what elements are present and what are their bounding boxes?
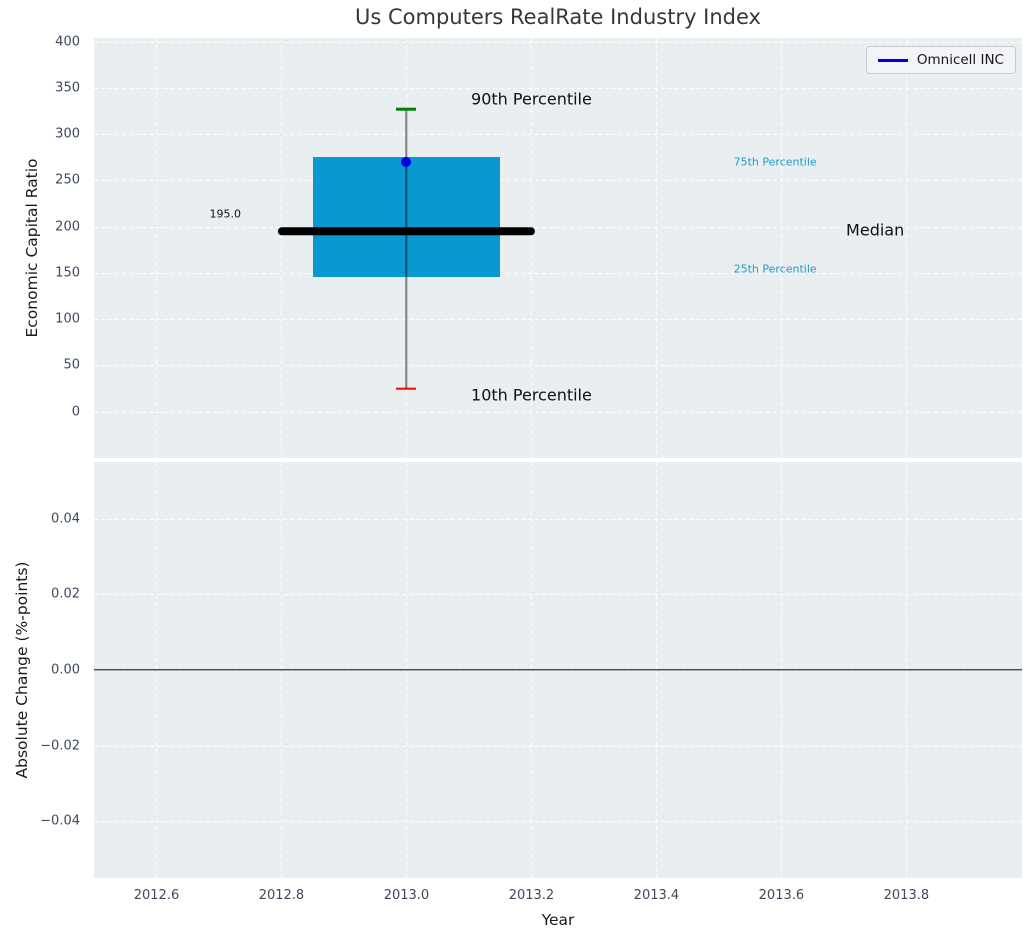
x-tick-label: 2012.6: [133, 888, 180, 903]
iqr-box: [312, 157, 501, 277]
y-gridline: [94, 821, 1022, 823]
legend-label: Omnicell INC: [916, 52, 1004, 68]
zero-line: [94, 669, 1022, 671]
y-tick-label: 400: [55, 34, 80, 50]
p10-cap: [396, 387, 417, 390]
x-tick-label: 2013.6: [758, 888, 805, 903]
y-tick-label: 250: [55, 172, 80, 188]
y-tick-label: 0: [71, 404, 80, 420]
y-axis-label-bottom: Absolute Change (%-points): [13, 561, 31, 779]
x-tick-label: 2013.4: [633, 888, 680, 903]
top-plot-area: Omnicell INC 90th Percentile 10th Percent…: [94, 38, 1022, 458]
x-gridline: [781, 38, 783, 458]
y-tick-label: 50: [63, 357, 80, 373]
y-tick-label: 0.04: [51, 511, 80, 527]
annotation-195-0: 195.0: [209, 207, 241, 221]
y-tick-label: 100: [55, 311, 80, 327]
y-tick-label: 150: [55, 265, 80, 281]
annotation-75th-percentile: 75th Percentile: [733, 155, 817, 169]
y-gridline: [94, 41, 1022, 43]
x-axis-label: Year: [541, 911, 575, 929]
company-point: [401, 156, 412, 167]
y-gridline: [94, 272, 1022, 274]
annotation-90th-percentile: 90th Percentile: [471, 89, 592, 109]
annotation-median: Median: [846, 220, 905, 240]
chart-title: Us Computers RealRate Industry Index: [355, 5, 761, 29]
y-gridline: [94, 518, 1022, 520]
x-gridline: [281, 38, 283, 458]
x-tick-label: 2013.0: [383, 888, 430, 903]
whisker-line: [405, 109, 408, 389]
y-tick-label: −0.04: [40, 813, 80, 829]
x-tick-label: 2012.8: [258, 888, 305, 903]
bottom-plot-area: [94, 462, 1022, 878]
y-tick-label: 0.00: [51, 662, 80, 678]
y-gridline: [94, 365, 1022, 367]
y-gridline: [94, 594, 1022, 596]
annotation-25th-percentile: 25th Percentile: [733, 262, 817, 276]
y-tick-label: 0.02: [51, 586, 80, 602]
y-gridline: [94, 87, 1022, 89]
annotation-10th-percentile: 10th Percentile: [471, 385, 592, 405]
y-tick-label: 200: [55, 219, 80, 235]
y-tick-label: −0.02: [40, 738, 80, 754]
y-gridline: [94, 134, 1022, 136]
x-gridline: [531, 38, 533, 458]
y-gridline: [94, 180, 1022, 182]
x-gridline: [156, 38, 158, 458]
y-gridline: [94, 745, 1022, 747]
y-tick-label: 300: [55, 126, 80, 142]
y-gridline: [94, 319, 1022, 321]
y-gridline: [94, 226, 1022, 228]
y-axis-label-top: Economic Capital Ratio: [23, 158, 41, 338]
x-gridline: [906, 38, 908, 458]
x-tick-label: 2013.8: [883, 888, 930, 903]
legend-line-icon: [877, 58, 908, 62]
p90-cap: [396, 107, 417, 111]
legend: Omnicell INC: [865, 46, 1016, 74]
x-gridline: [656, 38, 658, 458]
x-tick-label: 2013.2: [508, 888, 555, 903]
y-tick-label: 350: [55, 80, 80, 96]
y-gridline: [94, 411, 1022, 413]
median-line: [278, 227, 535, 236]
